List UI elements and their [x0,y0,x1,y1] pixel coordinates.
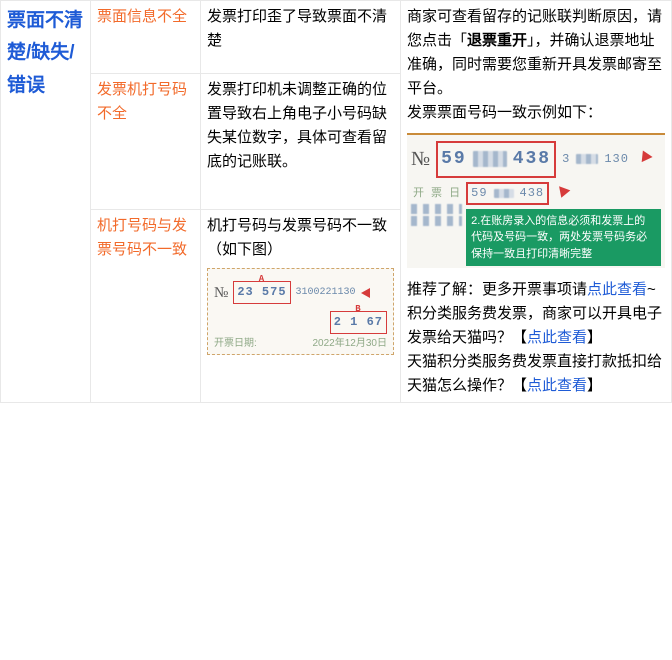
no-symbol-2: № [214,281,228,305]
faq-question-1: 积分类服务费发票，商家可以开具电子发票给天猫吗？【点此查看】 [407,302,665,350]
solution-bold-action: 退票重开 [467,32,527,49]
line2-b: 438 [520,184,545,203]
q1-text-b: 】 [587,329,602,346]
blur-strip-icon [411,204,462,214]
invoice-number-box: 59 438 [436,141,556,178]
tag-a: A [259,272,265,286]
blur-segment-icon [473,151,507,167]
reason-3-text: 机打号码与发票号码不一致（如下图） [207,217,387,258]
category-header: 票面不清楚/缺失/错误 [1,1,91,403]
q2-link[interactable]: 点此查看 [527,377,587,394]
no-symbol: № [411,143,430,175]
rec-link-1[interactable]: 点此查看 [587,281,647,298]
sub-header-1: 票面信息不全 [91,1,201,74]
big-digits-b: 438 [513,145,551,174]
line2-a: 59 [471,184,487,203]
box-b-digits: 2 1 67 [334,315,383,329]
invoice-mismatch-image: № A 23 575 3100221130 B 2 1 67 开票日期: [207,268,394,355]
reason-cell-1: 发票打印歪了导致票面不清楚 [201,1,401,74]
red-arrow-icon [637,148,652,162]
mismatch-box-a: A 23 575 [233,281,290,304]
red-arrow-icon [556,187,571,201]
mk2-date-value: 2022年12月30日 [313,336,388,352]
mk2-date-label: 开票日期: [214,336,257,352]
invoice-example-image: № 59 438 3 130 开 票 日 [407,133,665,268]
sub-header-2: 发票机打号码不全 [91,74,201,209]
recommendation-block: 推荐了解：更多开票事项请点此查看~ [407,278,665,302]
blur-strip-icon [411,216,462,226]
reason-cell-3: 机打号码与发票号码不一致（如下图） № A 23 575 3100221130 … [201,209,401,403]
side-small-b: 130 [604,150,629,169]
tag-b: B [355,302,361,316]
invoice-number-box-2: 59 438 [466,182,549,205]
side-small-a: 3 [562,150,570,169]
box-a-side: 3100221130 [296,285,356,301]
rec-prefix: 推荐了解：更多开票事项请 [407,281,587,298]
faq-question-2: 天猫积分类服务费发票直接打款抵扣给天猫怎么操作？【点此查看】 [407,350,665,398]
big-digits-a: 59 [441,145,467,174]
mismatch-box-b: B 2 1 67 [330,311,387,334]
open-date-label: 开 票 日 [411,182,462,203]
rec-tilde: ~ [647,281,656,298]
reason-cell-2: 发票打印机未调整正确的位置导致右上角电子小号码缺失某位数字，具体可查看留底的记账… [201,74,401,209]
blur-segment-icon [576,154,598,164]
box-a-digits: 23 575 [237,285,286,299]
sub-header-3: 机打号码与发票号码不一致 [91,209,201,403]
red-arrow-icon [361,288,370,298]
solution-cell: 商家可查看留存的记账联判断原因，请您点击「退票重开」，并确认退票地址准确，同时需… [401,1,672,403]
invoice-issue-table: 票面不清楚/缺失/错误 票面信息不全 发票打印歪了导致票面不清楚 商家可查看留存… [0,0,672,403]
q1-link[interactable]: 点此查看 [527,329,587,346]
q2-text-b: 】 [587,377,602,394]
blur-segment-icon [494,189,514,198]
green-instruction-note: 2.在账房录入的信息必须和发票上的代码及号码一致，两处发票号码务必保持一致且打印… [466,209,661,267]
solution-text-2: 发票票面号码一致示例如下： [407,101,665,125]
